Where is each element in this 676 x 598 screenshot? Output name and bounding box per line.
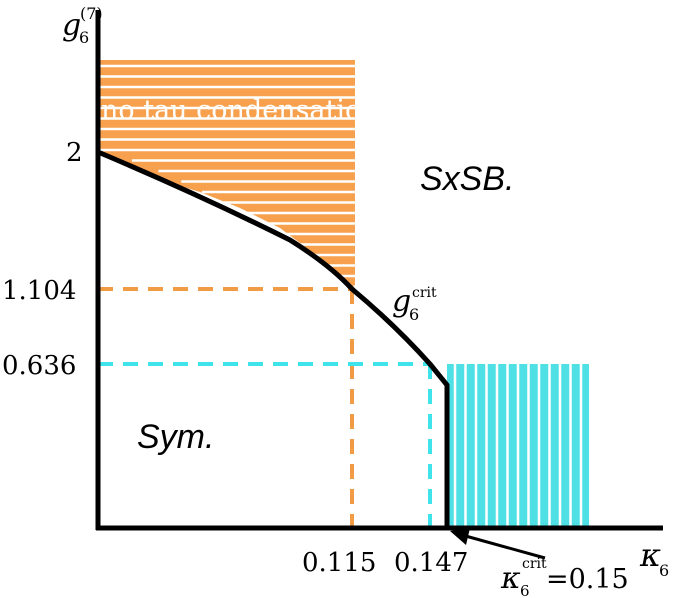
x-tick-0115: 0.115 [302, 548, 376, 578]
y-tick-0636: 0.636 [2, 351, 76, 381]
sym-label: Sym. [137, 418, 214, 456]
kappa-crit-symbol: κ [500, 561, 521, 596]
no-tau-condensation-label: no tau condensation [101, 95, 379, 126]
no-tau-condensation-region [98, 60, 355, 289]
orange-hatch-lines [100, 64, 355, 288]
kappa-crit-value: =0.15 [546, 564, 629, 595]
kappa-crit-arrow [461, 533, 546, 560]
x-tick-0147: 0.147 [394, 548, 468, 578]
critical-curve [97, 149, 450, 530]
x-axis-label: κ [639, 536, 661, 574]
curve-label-sup: crit [412, 285, 437, 301]
y-tick-1104: 1.104 [2, 276, 76, 306]
kappa-crit-arrowhead [450, 528, 470, 545]
y-tick-2: 2 [66, 138, 83, 168]
kappa-crit-sub: 6 [520, 582, 530, 598]
cyan-region [447, 364, 589, 528]
curve-label: g [392, 284, 411, 319]
sxsb-label: SxSB. [420, 160, 514, 198]
curve-label-sub: 6 [409, 305, 419, 324]
kappa-crit-sup: crit [522, 556, 547, 572]
cyan-hatch-lines [453, 364, 583, 528]
y-axis-label-sub: 6 [79, 28, 89, 47]
y-axis-label: g [62, 8, 81, 43]
y-axis-label-sup: (7) [80, 4, 103, 23]
x-axis-label-sub: 6 [659, 561, 669, 580]
